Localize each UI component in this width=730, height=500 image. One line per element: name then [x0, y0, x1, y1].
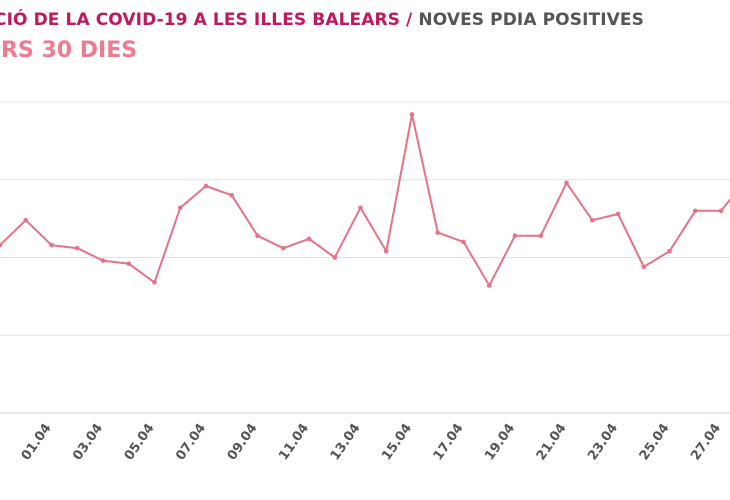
x-tick-label: 07.04: [173, 421, 209, 463]
data-point: [358, 205, 363, 211]
data-point: [667, 248, 672, 254]
x-tick-label: 03.04: [70, 421, 106, 463]
data-point: [23, 217, 29, 223]
data-point: [435, 230, 441, 235]
data-point: [615, 211, 621, 217]
title-main: CIÓ DE LA COVID-19 A LES ILLES BALEARS: [0, 10, 401, 30]
series-line: [0, 113, 730, 287]
data-point: [74, 245, 80, 251]
data-point: [229, 193, 235, 198]
data-point: [564, 180, 569, 186]
x-tick-label: 05.04: [122, 421, 158, 463]
title-separator: /: [400, 10, 419, 30]
data-point: [203, 183, 209, 189]
data-point: [332, 255, 338, 260]
data-point: [126, 261, 132, 267]
x-tick-label: 25.04: [637, 421, 673, 463]
x-tick-label: 27.04: [688, 421, 724, 463]
data-point: [152, 280, 157, 285]
data-point: [383, 248, 389, 254]
data-point: [280, 245, 286, 251]
data-point: [641, 264, 647, 270]
data-point: [306, 236, 312, 242]
chart-subtitle: ERS 30 DIES: [0, 38, 138, 63]
title-subtitle-part: NOVES PDIA POSITIVES: [418, 10, 644, 30]
x-tick-label: 11.04: [276, 421, 312, 463]
data-point: [461, 239, 466, 245]
data-point: [589, 217, 595, 223]
data-point: [538, 233, 544, 239]
x-tick-label: 13.04: [328, 421, 364, 463]
data-point: [409, 112, 415, 117]
x-tick-label: 15.04: [379, 421, 415, 463]
data-point: [100, 258, 106, 263]
chart-title: CIÓ DE LA COVID-19 A LES ILLES BALEARS /…: [0, 10, 644, 30]
data-point: [486, 283, 492, 288]
data-point: [255, 233, 260, 239]
data-point: [49, 242, 54, 248]
data-point: [692, 208, 698, 214]
data-point: [0, 242, 3, 248]
x-tick-label: 09.04: [225, 421, 261, 463]
data-point: [512, 233, 518, 239]
x-tick-label: 17.04: [431, 421, 467, 463]
data-point: [718, 208, 724, 214]
x-tick-label: 23.04: [585, 421, 621, 463]
data-point: [177, 205, 183, 211]
x-tick-label: 01.04: [19, 421, 55, 463]
x-tick-label: 21.04: [534, 421, 570, 463]
x-tick-label: 19.04: [482, 421, 518, 463]
